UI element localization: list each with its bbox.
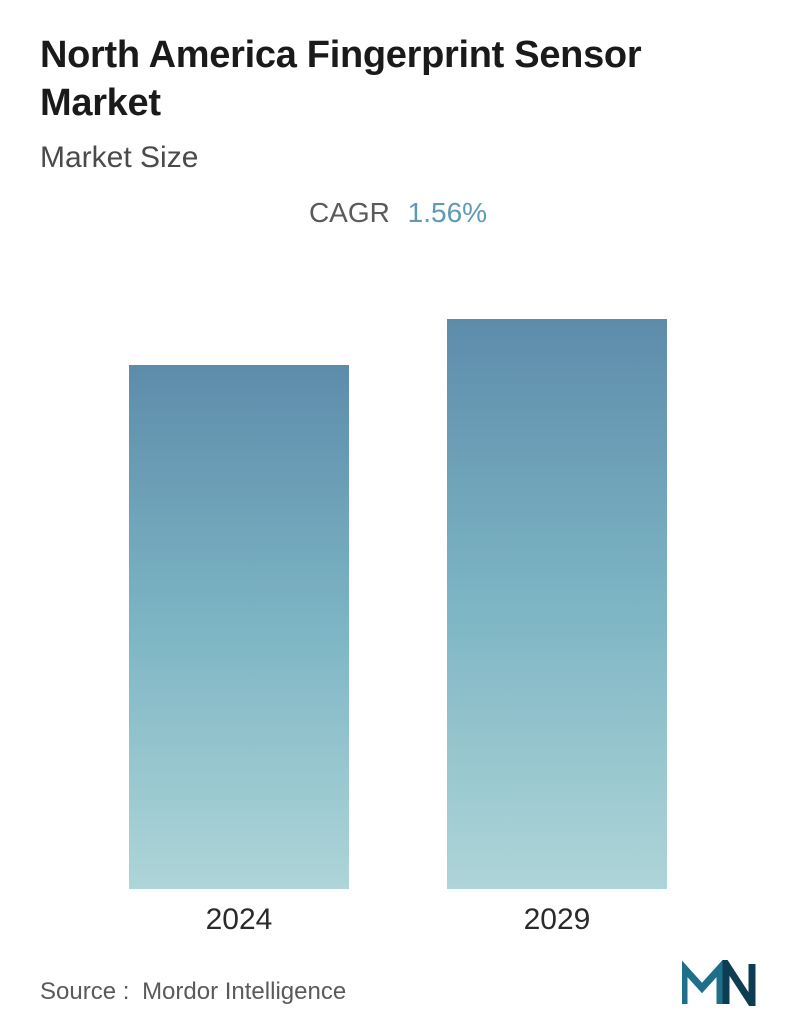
bar-wrap-1	[432, 319, 682, 889]
cagr-value: 1.56%	[408, 197, 487, 228]
bar-0	[129, 365, 349, 889]
bar-1	[447, 319, 667, 889]
source-text: Source : Mordor Intelligence	[40, 978, 346, 1006]
cagr-label: CAGR	[309, 197, 390, 228]
bar-chart	[40, 269, 756, 889]
bar-label-1: 2029	[432, 903, 682, 937]
chart-subtitle: Market Size	[40, 141, 756, 175]
chart-title: North America Fingerprint Sensor Market	[40, 32, 756, 127]
footer: Source : Mordor Intelligence	[40, 960, 756, 1006]
bar-label-0: 2024	[114, 903, 364, 937]
source-label: Source :	[40, 978, 129, 1005]
x-axis-labels: 2024 2029	[40, 903, 756, 937]
cagr-row: CAGR 1.56%	[40, 197, 756, 229]
source-name: Mordor Intelligence	[142, 978, 346, 1005]
bar-wrap-0	[114, 365, 364, 889]
mordor-logo-icon	[682, 960, 756, 1006]
